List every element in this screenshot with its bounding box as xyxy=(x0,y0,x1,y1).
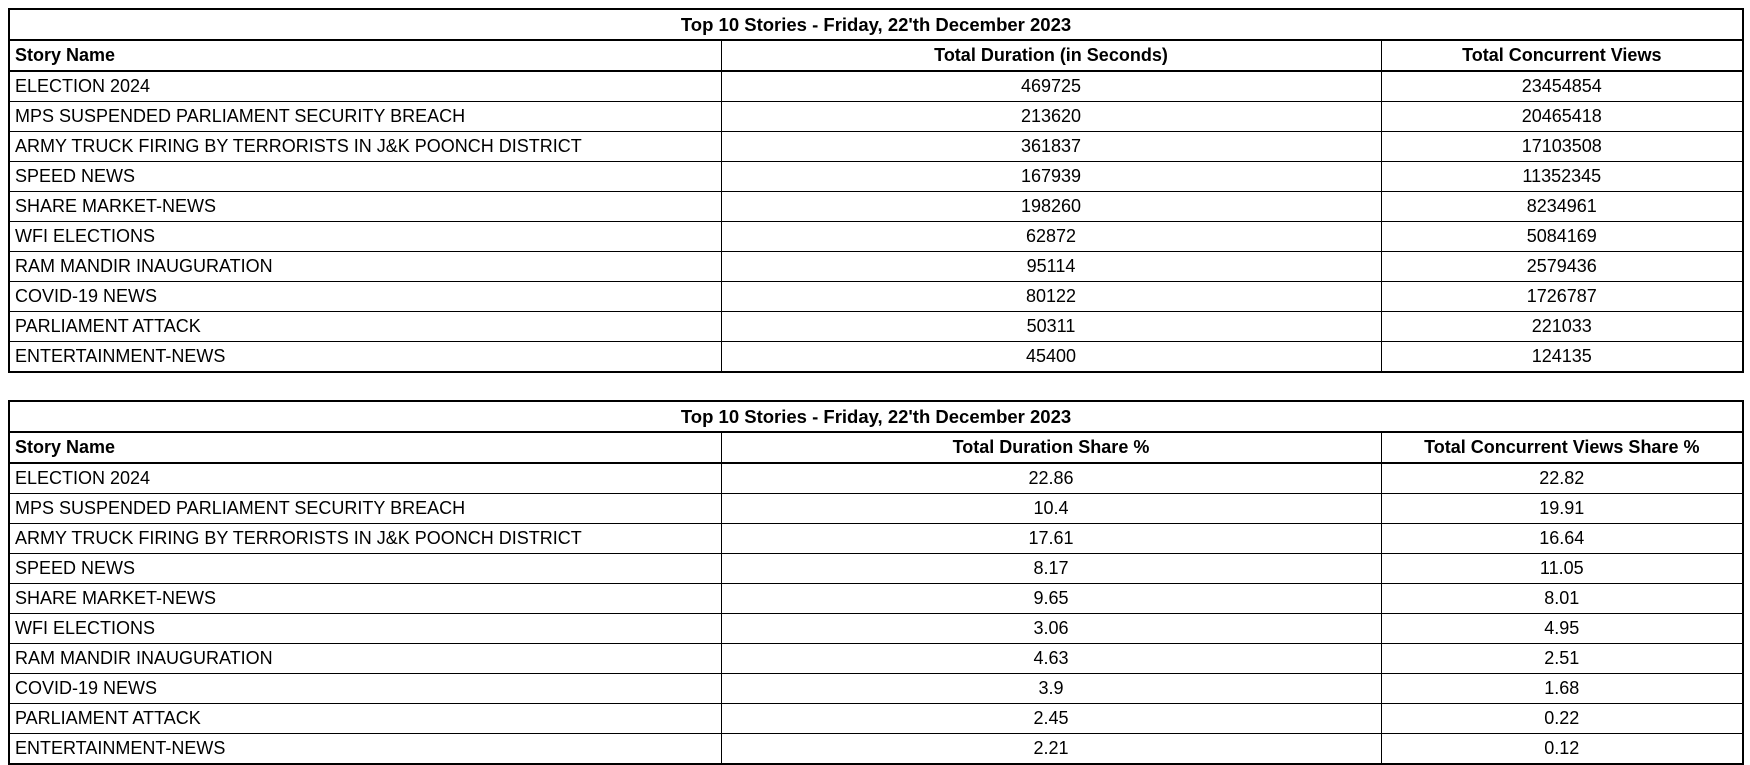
value-cell[interactable]: 4.95 xyxy=(1380,613,1744,644)
table-row: ENTERTAINMENT-NEWS 2.21 0.12 xyxy=(8,733,1744,765)
column-header-concurrent-views-share[interactable]: Total Concurrent Views Share % xyxy=(1380,431,1744,464)
story-name-cell[interactable]: PARLIAMENT ATTACK xyxy=(8,703,722,734)
table-row: ENTERTAINMENT-NEWS 45400 124135 xyxy=(8,341,1744,373)
column-header-total-duration[interactable]: Total Duration (in Seconds) xyxy=(720,39,1382,72)
story-name-cell[interactable]: SHARE MARKET-NEWS xyxy=(8,191,722,222)
value-cell[interactable]: 95114 xyxy=(720,251,1382,282)
table-row: RAM MANDIR INAUGURATION 95114 2579436 xyxy=(8,251,1744,282)
table-row: SHARE MARKET-NEWS 198260 8234961 xyxy=(8,191,1744,222)
value-cell[interactable]: 8.17 xyxy=(720,553,1382,584)
table-row: SHARE MARKET-NEWS 9.65 8.01 xyxy=(8,583,1744,614)
story-name-cell[interactable]: ARMY TRUCK FIRING BY TERRORISTS IN J&K P… xyxy=(8,131,722,162)
value-cell[interactable]: 221033 xyxy=(1380,311,1744,342)
table-title-row: Top 10 Stories - Friday, 22'th December … xyxy=(8,8,1744,41)
table-title[interactable]: Top 10 Stories - Friday, 22'th December … xyxy=(8,8,1744,41)
value-cell[interactable]: 124135 xyxy=(1380,341,1744,373)
story-name-cell[interactable]: MPS SUSPENDED PARLIAMENT SECURITY BREACH xyxy=(8,101,722,132)
table-row: COVID-19 NEWS 3.9 1.68 xyxy=(8,673,1744,704)
story-name-cell[interactable]: ENTERTAINMENT-NEWS xyxy=(8,733,722,765)
table-row: WFI ELECTIONS 3.06 4.95 xyxy=(8,613,1744,644)
table-row: ARMY TRUCK FIRING BY TERRORISTS IN J&K P… xyxy=(8,131,1744,162)
column-header-story-name[interactable]: Story Name xyxy=(8,39,722,72)
value-cell[interactable]: 80122 xyxy=(720,281,1382,312)
value-cell[interactable]: 8.01 xyxy=(1380,583,1744,614)
value-cell[interactable]: 11.05 xyxy=(1380,553,1744,584)
value-cell[interactable]: 10.4 xyxy=(720,493,1382,524)
table-header-row: Story Name Total Duration (in Seconds) T… xyxy=(8,39,1744,72)
value-cell[interactable]: 361837 xyxy=(720,131,1382,162)
table-row: ARMY TRUCK FIRING BY TERRORISTS IN J&K P… xyxy=(8,523,1744,554)
column-header-story-name[interactable]: Story Name xyxy=(8,431,722,464)
table-row: ELECTION 2024 22.86 22.82 xyxy=(8,462,1744,494)
value-cell[interactable]: 2.45 xyxy=(720,703,1382,734)
value-cell[interactable]: 1.68 xyxy=(1380,673,1744,704)
value-cell[interactable]: 469725 xyxy=(720,70,1382,102)
story-name-cell[interactable]: RAM MANDIR INAUGURATION xyxy=(8,643,722,674)
value-cell[interactable]: 9.65 xyxy=(720,583,1382,614)
story-name-cell[interactable]: ENTERTAINMENT-NEWS xyxy=(8,341,722,373)
value-cell[interactable]: 17103508 xyxy=(1380,131,1744,162)
value-cell[interactable]: 16.64 xyxy=(1380,523,1744,554)
value-cell[interactable]: 198260 xyxy=(720,191,1382,222)
value-cell[interactable]: 1726787 xyxy=(1380,281,1744,312)
value-cell[interactable]: 213620 xyxy=(720,101,1382,132)
value-cell[interactable]: 4.63 xyxy=(720,643,1382,674)
story-name-cell[interactable]: PARLIAMENT ATTACK xyxy=(8,311,722,342)
top-stories-totals-table: Top 10 Stories - Friday, 22'th December … xyxy=(8,8,1745,373)
story-name-cell[interactable]: ARMY TRUCK FIRING BY TERRORISTS IN J&K P… xyxy=(8,523,722,554)
top-stories-share-table: Top 10 Stories - Friday, 22'th December … xyxy=(8,400,1745,765)
story-name-cell[interactable]: COVID-19 NEWS xyxy=(8,673,722,704)
value-cell[interactable]: 19.91 xyxy=(1380,493,1744,524)
value-cell[interactable]: 0.22 xyxy=(1380,703,1744,734)
table-title[interactable]: Top 10 Stories - Friday, 22'th December … xyxy=(8,400,1744,433)
value-cell[interactable]: 17.61 xyxy=(720,523,1382,554)
value-cell[interactable]: 3.9 xyxy=(720,673,1382,704)
value-cell[interactable]: 45400 xyxy=(720,341,1382,373)
table-row: MPS SUSPENDED PARLIAMENT SECURITY BREACH… xyxy=(8,101,1744,132)
story-name-cell[interactable]: WFI ELECTIONS xyxy=(8,613,722,644)
column-header-duration-share[interactable]: Total Duration Share % xyxy=(720,431,1382,464)
table-row: COVID-19 NEWS 80122 1726787 xyxy=(8,281,1744,312)
story-name-cell[interactable]: WFI ELECTIONS xyxy=(8,221,722,252)
story-name-cell[interactable]: SHARE MARKET-NEWS xyxy=(8,583,722,614)
value-cell[interactable]: 2.21 xyxy=(720,733,1382,765)
table-row: PARLIAMENT ATTACK 50311 221033 xyxy=(8,311,1744,342)
value-cell[interactable]: 0.12 xyxy=(1380,733,1744,765)
value-cell[interactable]: 20465418 xyxy=(1380,101,1744,132)
story-name-cell[interactable]: RAM MANDIR INAUGURATION xyxy=(8,251,722,282)
table-row: PARLIAMENT ATTACK 2.45 0.22 xyxy=(8,703,1744,734)
table-header-row: Story Name Total Duration Share % Total … xyxy=(8,431,1744,464)
value-cell[interactable]: 11352345 xyxy=(1380,161,1744,192)
value-cell[interactable]: 8234961 xyxy=(1380,191,1744,222)
story-name-cell[interactable]: SPEED NEWS xyxy=(8,553,722,584)
value-cell[interactable]: 62872 xyxy=(720,221,1382,252)
story-name-cell[interactable]: ELECTION 2024 xyxy=(8,462,722,494)
story-name-cell[interactable]: ELECTION 2024 xyxy=(8,70,722,102)
value-cell[interactable]: 22.82 xyxy=(1380,462,1744,494)
value-cell[interactable]: 23454854 xyxy=(1380,70,1744,102)
table-title-row: Top 10 Stories - Friday, 22'th December … xyxy=(8,400,1744,433)
value-cell[interactable]: 2.51 xyxy=(1380,643,1744,674)
table-row: MPS SUSPENDED PARLIAMENT SECURITY BREACH… xyxy=(8,493,1744,524)
table-row: ELECTION 2024 469725 23454854 xyxy=(8,70,1744,102)
value-cell[interactable]: 3.06 xyxy=(720,613,1382,644)
value-cell[interactable]: 5084169 xyxy=(1380,221,1744,252)
value-cell[interactable]: 2579436 xyxy=(1380,251,1744,282)
story-name-cell[interactable]: MPS SUSPENDED PARLIAMENT SECURITY BREACH xyxy=(8,493,722,524)
story-name-cell[interactable]: COVID-19 NEWS xyxy=(8,281,722,312)
table-row: RAM MANDIR INAUGURATION 4.63 2.51 xyxy=(8,643,1744,674)
table-row: SPEED NEWS 8.17 11.05 xyxy=(8,553,1744,584)
table-row: SPEED NEWS 167939 11352345 xyxy=(8,161,1744,192)
story-name-cell[interactable]: SPEED NEWS xyxy=(8,161,722,192)
value-cell[interactable]: 22.86 xyxy=(720,462,1382,494)
table-row: WFI ELECTIONS 62872 5084169 xyxy=(8,221,1744,252)
value-cell[interactable]: 50311 xyxy=(720,311,1382,342)
value-cell[interactable]: 167939 xyxy=(720,161,1382,192)
column-header-total-concurrent-views[interactable]: Total Concurrent Views xyxy=(1380,39,1744,72)
